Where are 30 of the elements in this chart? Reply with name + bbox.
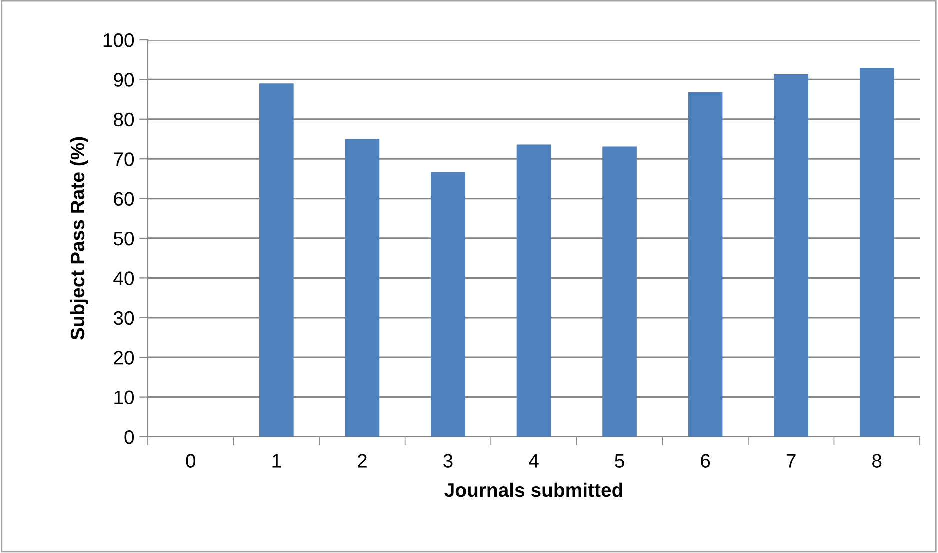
x-tick-label: 1 <box>272 454 282 468</box>
bar <box>345 139 380 437</box>
bar <box>602 146 637 437</box>
y-axis-title: Subject Pass Rate (%) <box>70 137 88 340</box>
y-tick-label: 70 <box>114 152 134 166</box>
x-tick-label: 6 <box>701 454 710 468</box>
x-tick-label: 8 <box>872 454 882 468</box>
y-tick-label: 80 <box>114 112 134 127</box>
bar <box>688 92 723 437</box>
y-tick-label: 90 <box>114 73 134 87</box>
x-tick-label: 3 <box>444 454 453 468</box>
y-tick-label: 10 <box>114 390 134 405</box>
y-tick-label: 40 <box>114 272 134 286</box>
bar <box>260 84 294 437</box>
y-tick-label: 30 <box>114 311 134 326</box>
bar <box>431 172 466 437</box>
x-tick-label: 5 <box>615 454 624 468</box>
x-axis-title: Journals submitted <box>444 482 622 498</box>
bar <box>860 68 894 437</box>
y-tick-label: 50 <box>114 232 134 246</box>
bar <box>516 144 552 437</box>
x-tick-label: 7 <box>786 454 796 468</box>
x-tick-label: 2 <box>358 454 367 468</box>
y-tick-label: 100 <box>104 33 134 48</box>
x-tick-label: 0 <box>186 454 196 468</box>
y-tick-label: 20 <box>114 351 134 365</box>
x-tick-label: 4 <box>529 454 539 468</box>
y-tick-label: 0 <box>124 430 134 444</box>
bar <box>774 74 808 437</box>
y-tick-label: 60 <box>114 192 134 206</box>
